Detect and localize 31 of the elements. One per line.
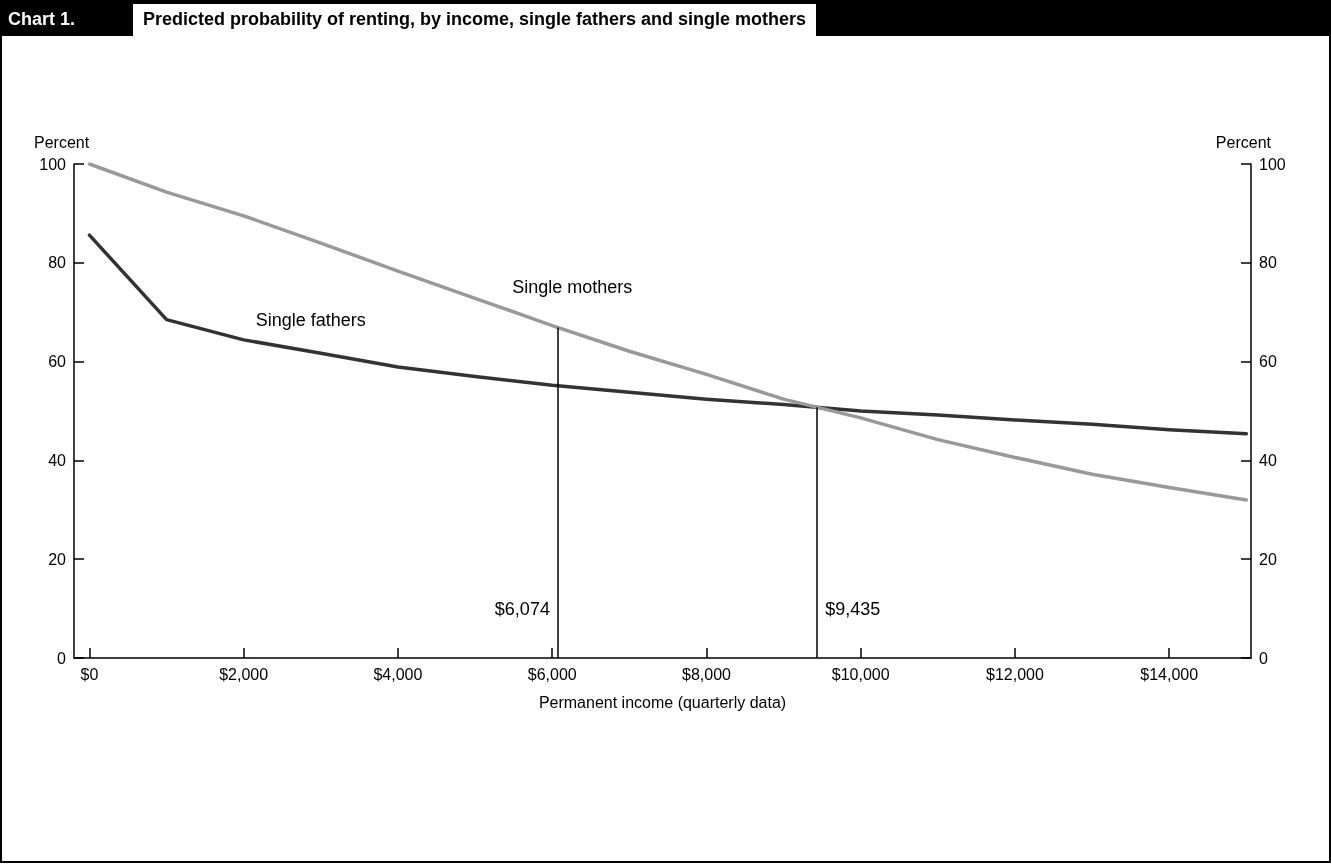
y2-tick-label: 100 bbox=[1259, 155, 1286, 173]
series-label: Single fathers bbox=[255, 310, 366, 331]
y-axis-title: Percent bbox=[34, 133, 90, 151]
y-tick-label: 0 bbox=[57, 649, 67, 667]
y-tick-label: 20 bbox=[48, 550, 67, 568]
ref-line-label: $6,074 bbox=[494, 598, 550, 619]
x-tick-label: $6,000 bbox=[527, 665, 577, 683]
y2-tick-label: 80 bbox=[1259, 254, 1277, 272]
y-tick-label: 100 bbox=[39, 155, 67, 173]
x-tick-label: $14,000 bbox=[1140, 665, 1199, 683]
chart-subtitle: Predicted probability of renting, by income, single fathers and single mothers bbox=[130, 4, 817, 36]
y2-tick-label: 20 bbox=[1259, 550, 1277, 568]
x-tick-label: $2,000 bbox=[219, 665, 269, 683]
line-series bbox=[87, 162, 1249, 502]
y2-tick-label: 60 bbox=[1259, 353, 1277, 371]
y2-tick-label: 0 bbox=[1259, 649, 1268, 667]
y-tick-label: 80 bbox=[48, 254, 67, 272]
chart-title: Chart 1. bbox=[2, 4, 90, 34]
y-tick-label: 40 bbox=[48, 451, 67, 469]
y2-tick-label: 40 bbox=[1259, 451, 1277, 469]
y-tick-label: 60 bbox=[48, 353, 67, 371]
line-series bbox=[87, 233, 1249, 436]
x-tick-label: $4,000 bbox=[373, 665, 423, 683]
x-tick-label: $8,000 bbox=[682, 665, 732, 683]
x-axis-title: Permanent income (quarterly data) bbox=[538, 693, 787, 711]
x-tick-label: $10,000 bbox=[831, 665, 890, 683]
y2-axis-title: Percent bbox=[1215, 133, 1272, 151]
x-tick-label: $12,000 bbox=[986, 665, 1044, 683]
ref-line-label: $9,435 bbox=[825, 598, 881, 619]
x-tick-label: $0 bbox=[80, 665, 99, 683]
series-label: Single mothers bbox=[512, 276, 633, 297]
